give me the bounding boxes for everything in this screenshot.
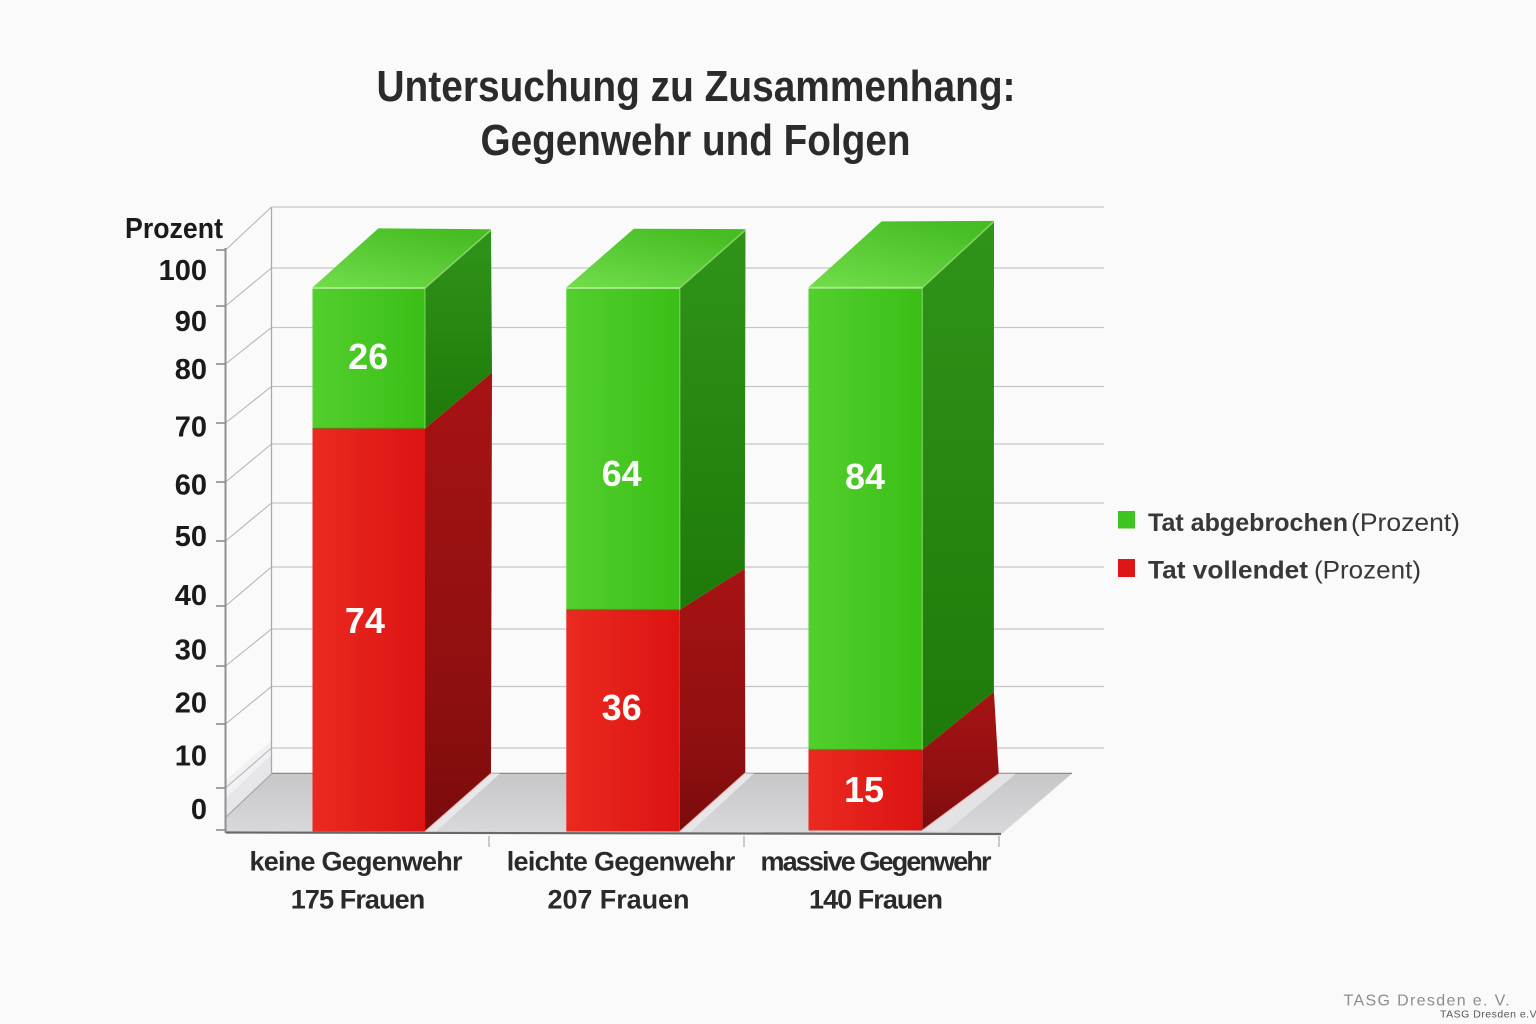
- svg-text:60: 60: [175, 470, 207, 502]
- svg-text:massive Gegenwehr: massive Gegenwehr: [761, 847, 992, 877]
- svg-text:0: 0: [191, 794, 207, 826]
- svg-text:40: 40: [175, 580, 207, 612]
- svg-text:50: 50: [175, 521, 207, 553]
- svg-text:(Prozent): (Prozent): [1351, 509, 1460, 537]
- svg-text:15: 15: [844, 769, 884, 810]
- svg-text:84: 84: [845, 456, 885, 497]
- svg-text:TASG Dresden e.V.: TASG Dresden e.V.: [1440, 1009, 1536, 1021]
- svg-text:Tat vollendet: Tat vollendet: [1148, 557, 1309, 585]
- svg-text:30: 30: [175, 635, 207, 667]
- svg-text:10: 10: [175, 741, 207, 773]
- svg-text:74: 74: [345, 600, 385, 641]
- svg-text:Prozent: Prozent: [125, 213, 223, 245]
- svg-text:keine Gegenwehr: keine Gegenwehr: [250, 847, 463, 877]
- svg-text:100: 100: [159, 255, 207, 287]
- svg-text:207 Frauen: 207 Frauen: [548, 885, 690, 915]
- svg-text:70: 70: [175, 412, 207, 444]
- svg-text:64: 64: [602, 453, 642, 494]
- svg-text:20: 20: [175, 688, 207, 720]
- svg-text:Untersuchung zu Zusammenhang:: Untersuchung zu Zusammenhang:: [377, 62, 1016, 111]
- svg-text:Tat abgebrochen: Tat abgebrochen: [1148, 509, 1348, 537]
- svg-text:(Prozent): (Prozent): [1314, 557, 1421, 585]
- svg-text:36: 36: [602, 687, 642, 728]
- svg-text:Gegenwehr und Folgen: Gegenwehr und Folgen: [481, 116, 911, 165]
- svg-text:leichte Gegenwehr: leichte Gegenwehr: [507, 847, 736, 877]
- svg-text:175 Frauen: 175 Frauen: [291, 885, 426, 915]
- svg-text:140 Frauen: 140 Frauen: [809, 885, 943, 915]
- svg-text:26: 26: [348, 336, 388, 377]
- svg-text:TASG Dresden e. V.: TASG Dresden e. V.: [1344, 993, 1511, 1010]
- svg-text:90: 90: [175, 306, 207, 338]
- svg-text:80: 80: [175, 354, 207, 386]
